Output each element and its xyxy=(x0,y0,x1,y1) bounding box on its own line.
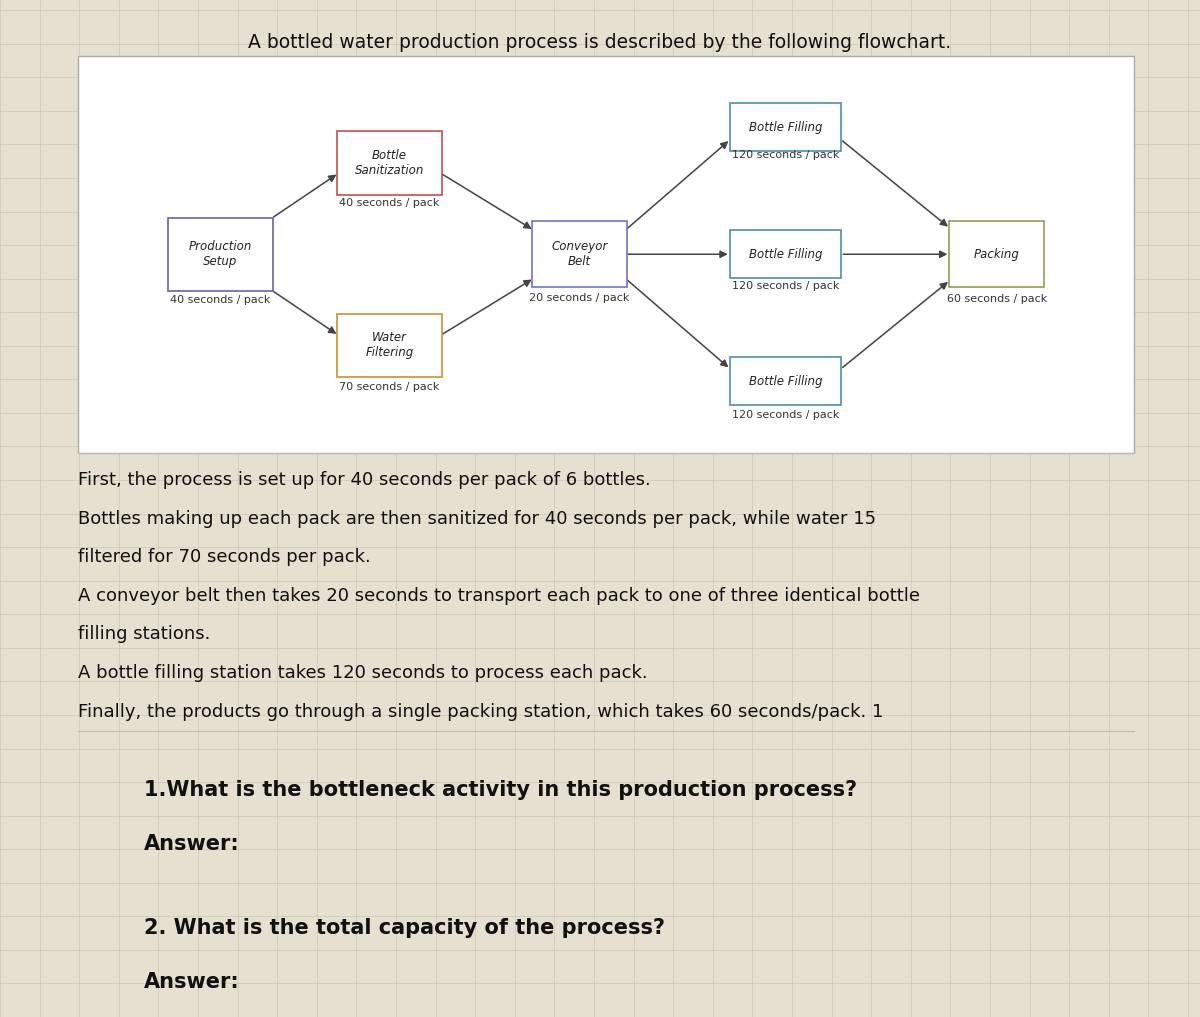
Text: 120 seconds / pack: 120 seconds / pack xyxy=(732,410,839,420)
Text: 40 seconds / pack: 40 seconds / pack xyxy=(170,295,271,305)
Text: A conveyor belt then takes 20 seconds to transport each pack to one of three ide: A conveyor belt then takes 20 seconds to… xyxy=(78,587,920,605)
FancyBboxPatch shape xyxy=(731,357,841,405)
Text: Packing: Packing xyxy=(973,248,1020,260)
FancyBboxPatch shape xyxy=(949,222,1044,287)
Text: Water
Filtering: Water Filtering xyxy=(365,332,414,359)
Text: 70 seconds / pack: 70 seconds / pack xyxy=(340,382,439,393)
Text: 60 seconds / pack: 60 seconds / pack xyxy=(947,294,1046,304)
Text: Conveyor
Belt: Conveyor Belt xyxy=(552,240,607,268)
Text: 120 seconds / pack: 120 seconds / pack xyxy=(732,281,839,291)
FancyBboxPatch shape xyxy=(731,231,841,278)
Text: filling stations.: filling stations. xyxy=(78,625,210,644)
Text: filtered for 70 seconds per pack.: filtered for 70 seconds per pack. xyxy=(78,548,371,566)
Text: A bottle filling station takes 120 seconds to process each pack.: A bottle filling station takes 120 secon… xyxy=(78,664,648,682)
FancyBboxPatch shape xyxy=(337,131,442,195)
FancyBboxPatch shape xyxy=(337,313,442,377)
Text: A bottled water production process is described by the following flowchart.: A bottled water production process is de… xyxy=(248,33,952,52)
FancyBboxPatch shape xyxy=(168,218,274,291)
Text: Production
Setup: Production Setup xyxy=(188,240,252,268)
Text: Bottle Filling: Bottle Filling xyxy=(749,248,822,260)
FancyBboxPatch shape xyxy=(731,104,841,152)
Text: 1.What is the bottleneck activity in this production process?: 1.What is the bottleneck activity in thi… xyxy=(144,780,857,800)
Text: Finally, the products go through a single packing station, which takes 60 second: Finally, the products go through a singl… xyxy=(78,703,883,721)
Text: First, the process is set up for 40 seconds per pack of 6 bottles.: First, the process is set up for 40 seco… xyxy=(78,471,650,489)
Text: Answer:: Answer: xyxy=(144,834,240,854)
Text: 2. What is the total capacity of the process?: 2. What is the total capacity of the pro… xyxy=(144,918,665,939)
Text: Bottle
Sanitization: Bottle Sanitization xyxy=(355,149,425,177)
Text: Bottle Filling: Bottle Filling xyxy=(749,374,822,387)
Text: Bottle Filling: Bottle Filling xyxy=(749,121,822,134)
Text: 120 seconds / pack: 120 seconds / pack xyxy=(732,151,839,160)
Text: 20 seconds / pack: 20 seconds / pack xyxy=(529,293,630,303)
Text: Bottles making up each pack are then sanitized for 40 seconds per pack, while wa: Bottles making up each pack are then san… xyxy=(78,510,876,528)
Text: 40 seconds / pack: 40 seconds / pack xyxy=(340,197,439,207)
Bar xyxy=(78,56,1134,453)
Text: Answer:: Answer: xyxy=(144,972,240,993)
FancyBboxPatch shape xyxy=(533,222,626,287)
